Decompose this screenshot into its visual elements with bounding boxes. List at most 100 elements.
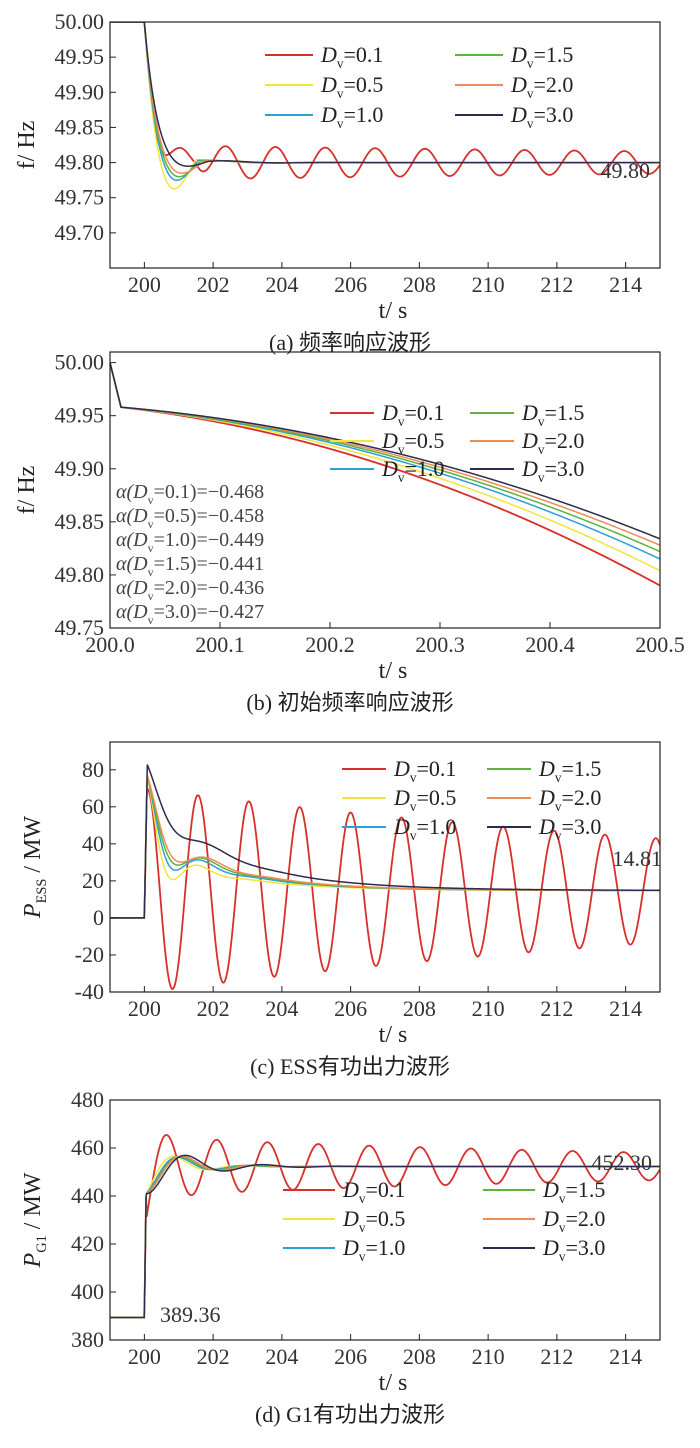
legend-label: Dv=0.1 bbox=[393, 756, 456, 785]
panel-d-g1-power: 200 202 204 206 208 210 212 214 480 460 440 420 400 3… bbox=[71, 1087, 661, 1369]
y-tick-label: 480 bbox=[71, 1087, 104, 1112]
y-tick-label: 50.00 bbox=[55, 350, 105, 375]
y-tick-label: 49.90 bbox=[55, 79, 105, 104]
panel-a-frequency-response: 200 202 204 206 208 210 212 214 50.00 49.95 49.90 4… bbox=[55, 9, 661, 297]
y-axis-label: PESS / MW bbox=[20, 816, 50, 919]
x-tick-label: 210 bbox=[472, 272, 505, 297]
x-axis-label: t/ s bbox=[379, 1022, 408, 1048]
x-axis-label: t/ s bbox=[379, 1370, 408, 1396]
legend-label: Dv=0.1 bbox=[381, 400, 444, 429]
series-group bbox=[110, 22, 660, 190]
legend-label: Dv=2.0 bbox=[538, 785, 601, 814]
legend-label: Dv=2.0 bbox=[510, 72, 573, 101]
y-tick-label: 460 bbox=[71, 1135, 104, 1160]
y-tick-label: 49.90 bbox=[55, 456, 105, 481]
figure-caption: (a) 频率响应波形 bbox=[269, 330, 431, 355]
x-tick-label: 200.5 bbox=[635, 632, 685, 657]
series-group bbox=[110, 764, 660, 990]
x-tick-label: 212 bbox=[540, 272, 573, 297]
legend-label: Dv=0.1 bbox=[342, 1177, 405, 1206]
y-tick-label: 60 bbox=[82, 794, 104, 819]
legend-label: Dv=0.5 bbox=[342, 1206, 405, 1235]
series-group bbox=[110, 362, 660, 587]
series-line-Dv=0.1 bbox=[110, 362, 660, 587]
series-line-Dv=0.5 bbox=[110, 362, 660, 572]
x-tick-label: 204 bbox=[265, 996, 298, 1021]
y-axis-label: PG1 / MW bbox=[20, 1172, 50, 1268]
legend-label: Dv=0.1 bbox=[320, 42, 383, 71]
y-tick-label: 49.80 bbox=[55, 562, 105, 587]
x-tick-label: 200.4 bbox=[525, 632, 575, 657]
y-tick-label: 400 bbox=[71, 1279, 104, 1304]
series-line-Dv=3.0 bbox=[110, 362, 660, 540]
plot-frame bbox=[109, 351, 661, 629]
x-tick-label: 208 bbox=[403, 272, 436, 297]
plot-frame bbox=[109, 741, 661, 993]
legend-label: Dv=0.5 bbox=[320, 72, 383, 101]
series-line-Dv=3.0 bbox=[110, 1154, 660, 1319]
legend-label: Dv=1.0 bbox=[320, 102, 383, 131]
y-tick-label: 420 bbox=[71, 1231, 104, 1256]
legend-label: Dv=1.5 bbox=[510, 42, 573, 71]
alpha-label: α(Dv=1.0)=−0.449 bbox=[116, 529, 264, 555]
legend-label: Dv=1.5 bbox=[538, 756, 601, 785]
legend-label: Dv=1.0 bbox=[342, 1235, 405, 1264]
figure-caption: (b) 初始频率响应波形 bbox=[246, 690, 453, 715]
y-tick-label: 49.80 bbox=[55, 150, 105, 175]
plot-frame bbox=[109, 1099, 661, 1341]
x-tick-label: 202 bbox=[197, 1344, 230, 1369]
y-tick-label: 49.75 bbox=[55, 185, 105, 210]
x-tick-label: 210 bbox=[472, 1344, 505, 1369]
legend bbox=[265, 54, 503, 116]
alpha-label: α(Dv=2.0)=−0.436 bbox=[116, 577, 264, 603]
x-tick-label: 200.0 bbox=[85, 632, 135, 657]
plot-frame bbox=[109, 21, 661, 269]
x-tick-label: 210 bbox=[472, 996, 505, 1021]
legend bbox=[283, 1189, 535, 1249]
x-tick-label: 200 bbox=[128, 1344, 161, 1369]
legend-label: Dv=0.5 bbox=[393, 785, 456, 814]
annotation-final-ess-power: 14.81 bbox=[613, 846, 663, 871]
x-axis-label: t/ s bbox=[379, 658, 408, 684]
legend-label: Dv=2.0 bbox=[542, 1206, 605, 1235]
panel-b-initial-frequency: 200.0 200.1 200.2 200.3 200.4 200.5 50.00 49.95… bbox=[55, 350, 685, 657]
y-tick-label: 80 bbox=[82, 757, 104, 782]
y-tick-label: 49.85 bbox=[55, 509, 105, 534]
legend-label: Dv=3.0 bbox=[510, 102, 573, 131]
legend-label: Dv=3.0 bbox=[542, 1235, 605, 1264]
x-tick-label: 208 bbox=[403, 996, 436, 1021]
y-tick-label: 49.75 bbox=[55, 615, 105, 640]
x-tick-label: 206 bbox=[334, 272, 367, 297]
series-line-Dv=0.1 bbox=[110, 1134, 660, 1319]
y-tick-label: -40 bbox=[75, 979, 104, 1004]
y-tick-label: 20 bbox=[82, 868, 104, 893]
y-tick-label: 49.85 bbox=[55, 114, 105, 139]
y-tick-label: 49.95 bbox=[55, 44, 105, 69]
annotation-final-g1-power: 452.30 bbox=[592, 1150, 653, 1175]
annotation-initial-g1-power: 389.36 bbox=[160, 1302, 221, 1327]
legend-label: Dv=3.0 bbox=[538, 814, 601, 843]
y-tick-label: 380 bbox=[71, 1327, 104, 1352]
legend-label: Dv=0.5 bbox=[381, 428, 444, 457]
x-tick-label: 206 bbox=[334, 996, 367, 1021]
alpha-label: α(Dv=0.1)=−0.468 bbox=[116, 481, 264, 507]
y-tick-label: 50.00 bbox=[55, 9, 105, 34]
legend-label: Dv=1.5 bbox=[521, 400, 584, 429]
alpha-label: α(Dv=1.5)=−0.441 bbox=[116, 553, 264, 579]
legend-label: Dv=1.0 bbox=[393, 814, 456, 843]
x-tick-label: 206 bbox=[334, 1344, 367, 1369]
x-tick-label: 202 bbox=[197, 272, 230, 297]
x-tick-label: 200.3 bbox=[415, 632, 465, 657]
series-line-Dv=0.1 bbox=[110, 786, 660, 990]
y-tick-label: 40 bbox=[82, 831, 104, 856]
series-group bbox=[110, 1134, 660, 1319]
y-tick-label: 0 bbox=[93, 905, 104, 930]
figure-caption: (c) ESS有功出力波形 bbox=[250, 1054, 450, 1079]
alpha-label: α(Dv=0.5)=−0.458 bbox=[116, 505, 264, 531]
legend-label: Dv=1.0 bbox=[381, 456, 444, 485]
x-axis-label: t/ s bbox=[379, 298, 408, 324]
alpha-label: α(Dv=3.0)=−0.427 bbox=[116, 601, 264, 627]
series-line-Dv=0.5 bbox=[110, 22, 660, 190]
x-tick-label: 200 bbox=[128, 996, 161, 1021]
